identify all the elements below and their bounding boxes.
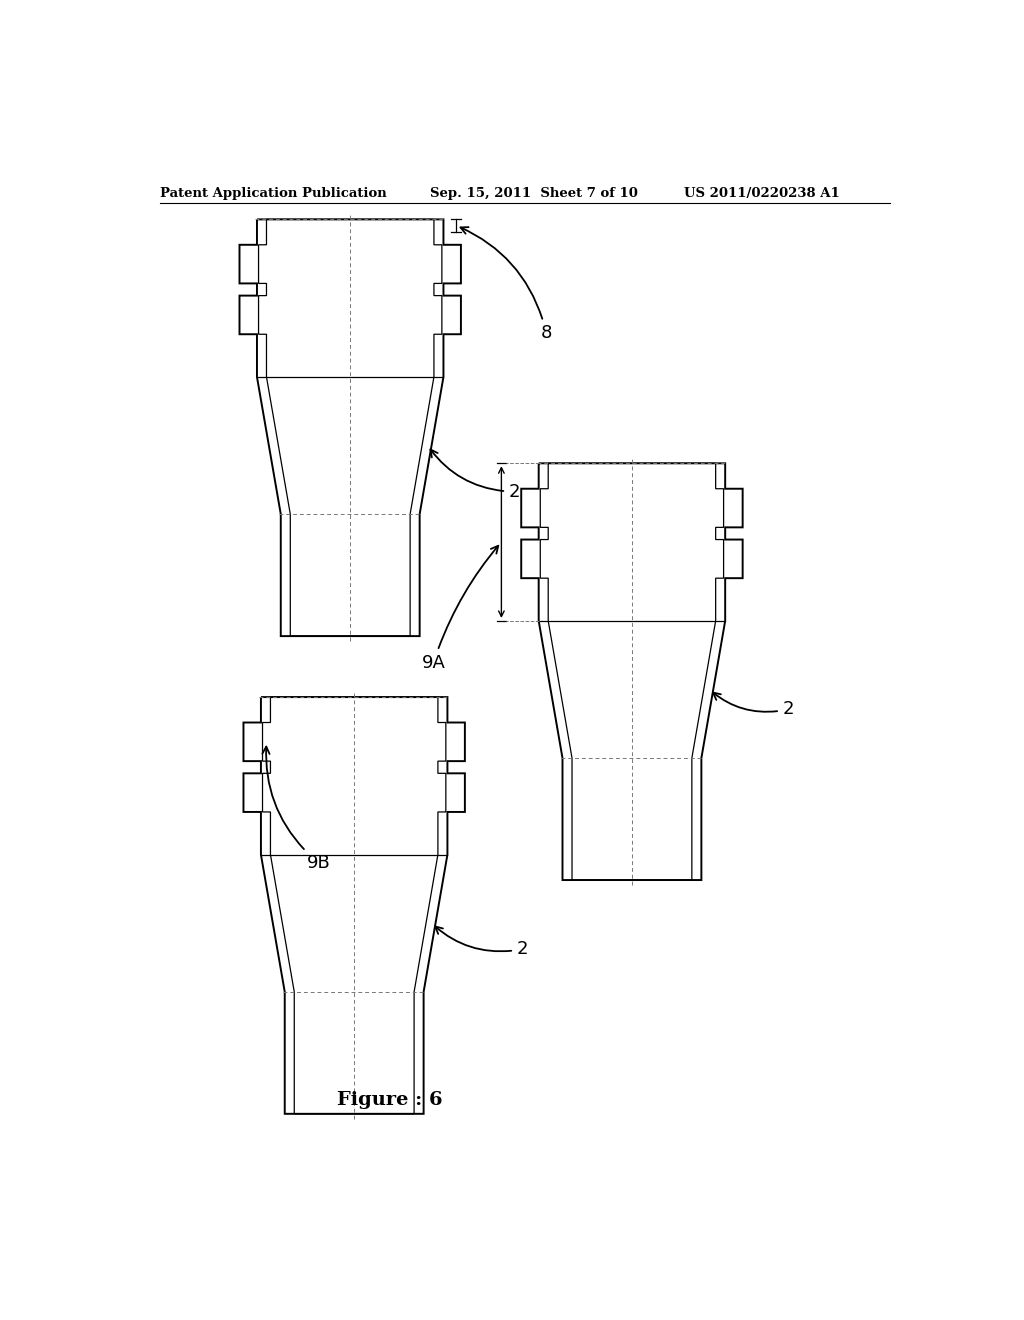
Text: US 2011/0220238 A1: US 2011/0220238 A1 bbox=[684, 187, 840, 199]
Text: 2: 2 bbox=[430, 449, 520, 500]
Text: Sep. 15, 2011  Sheet 7 of 10: Sep. 15, 2011 Sheet 7 of 10 bbox=[430, 187, 638, 199]
Text: Figure : 6: Figure : 6 bbox=[337, 1092, 442, 1109]
Text: Patent Application Publication: Patent Application Publication bbox=[160, 187, 386, 199]
Text: 9A: 9A bbox=[422, 545, 499, 672]
Text: 9B: 9B bbox=[262, 747, 331, 873]
Text: 8: 8 bbox=[461, 227, 552, 342]
Text: 2: 2 bbox=[435, 927, 528, 958]
Text: 2: 2 bbox=[713, 693, 795, 718]
